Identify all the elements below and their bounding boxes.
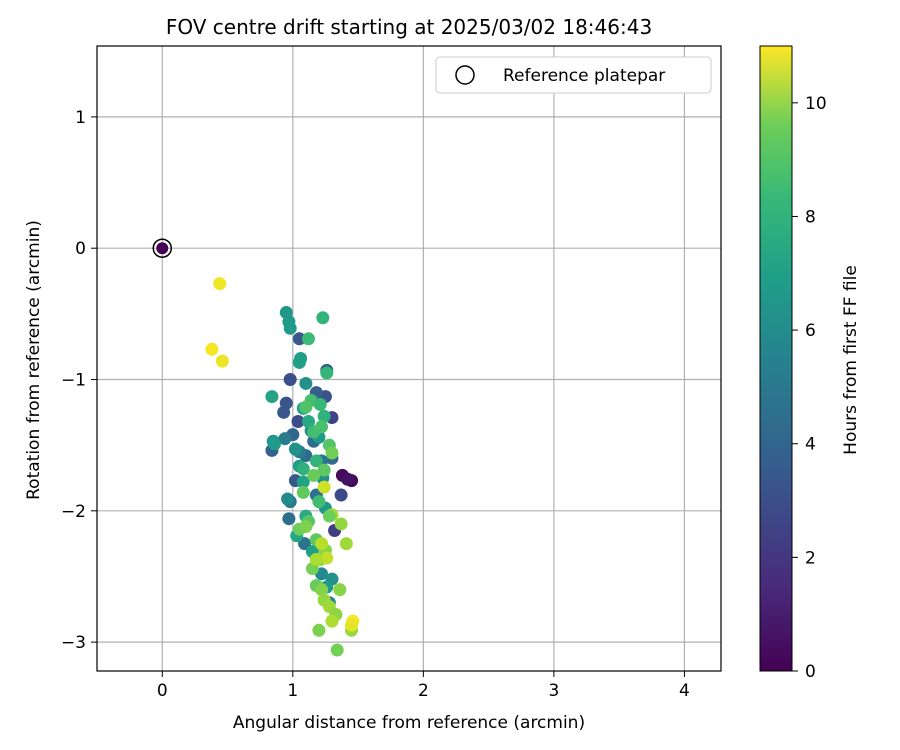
data-point [320,551,334,565]
data-point [317,409,331,423]
colorbar: 0 2 4 6 8 10 Hours from first FF file [759,45,861,682]
data-point [339,537,353,551]
chart-title: FOV centre drift starting at 2025/03/02 … [166,15,652,39]
legend-label: Reference platepar [503,66,665,86]
y-tick-label: −1 [61,371,86,391]
data-point [315,583,329,597]
data-point [296,485,310,499]
colorbar-tick-label: 6 [805,321,816,341]
data-point [299,520,313,534]
y-axis-label: Rotation from reference (arcmin) [24,220,44,500]
data-point [301,332,315,346]
data-point [309,454,323,468]
colorbar-gradient [759,45,793,672]
y-axis-ticks: −3 −2 −1 0 1 [61,108,97,653]
data-point [313,397,327,411]
x-tick-label: 1 [287,681,298,701]
y-tick-label: 0 [75,239,86,259]
data-point [278,432,292,446]
data-point [317,480,331,494]
data-point [283,321,297,335]
data-point [341,472,355,486]
x-tick-label: 3 [548,681,559,701]
data-point [291,415,305,429]
data-point [292,332,306,346]
colorbar-ticks: 0 2 4 6 8 10 [792,94,827,682]
legend-marker [455,65,475,85]
y-tick-label: 1 [75,108,86,128]
colorbar-tick-label: 2 [805,548,816,568]
data-point [296,462,310,476]
data-point [282,512,296,526]
data-point [315,420,329,434]
data-point [312,495,326,509]
data-point [213,277,227,291]
data-point [315,537,329,551]
legend-box [435,56,712,94]
data-point [325,446,339,460]
data-point [292,355,306,369]
data-point [322,509,336,523]
x-tick-label: 2 [418,681,429,701]
plot-frame [96,45,722,672]
x-axis-ticks: 0 1 2 3 4 [157,671,690,701]
data-point [334,517,348,531]
data-point [333,583,347,597]
colorbar-tick-label: 10 [805,94,827,114]
colorbar-tick-label: 8 [805,207,816,227]
grid-lines [97,46,721,671]
data-point [334,488,348,502]
data-point [265,390,279,404]
data-point [307,468,321,482]
reference-point [152,238,173,258]
data-point [215,354,229,368]
colorbar-tick-label: 4 [805,435,816,455]
data-point [309,552,323,566]
legend: Reference platepar [435,56,712,94]
data-point [298,537,312,551]
data-point [283,373,297,387]
data-point [320,366,334,380]
data-point [299,400,313,414]
data-point [268,437,282,451]
data-point [312,623,326,637]
data-point [281,492,295,506]
y-tick-label: −3 [61,633,86,653]
y-tick-label: −2 [61,502,86,522]
data-point [330,643,344,657]
data-point [316,311,330,325]
data-points [205,277,360,657]
x-axis-label: Angular distance from reference (arcmin) [233,713,585,733]
data-point [299,376,313,390]
data-point [288,442,302,456]
data-point [296,475,310,489]
data-point [279,396,293,410]
data-point [205,342,219,356]
data-point [345,618,359,632]
colorbar-label: Hours from first FF file [841,265,861,455]
data-point [317,463,331,477]
data-point [301,415,315,429]
data-point [325,614,339,628]
x-tick-label: 0 [157,681,168,701]
x-tick-label: 4 [679,681,690,701]
colorbar-tick-label: 0 [805,662,816,682]
